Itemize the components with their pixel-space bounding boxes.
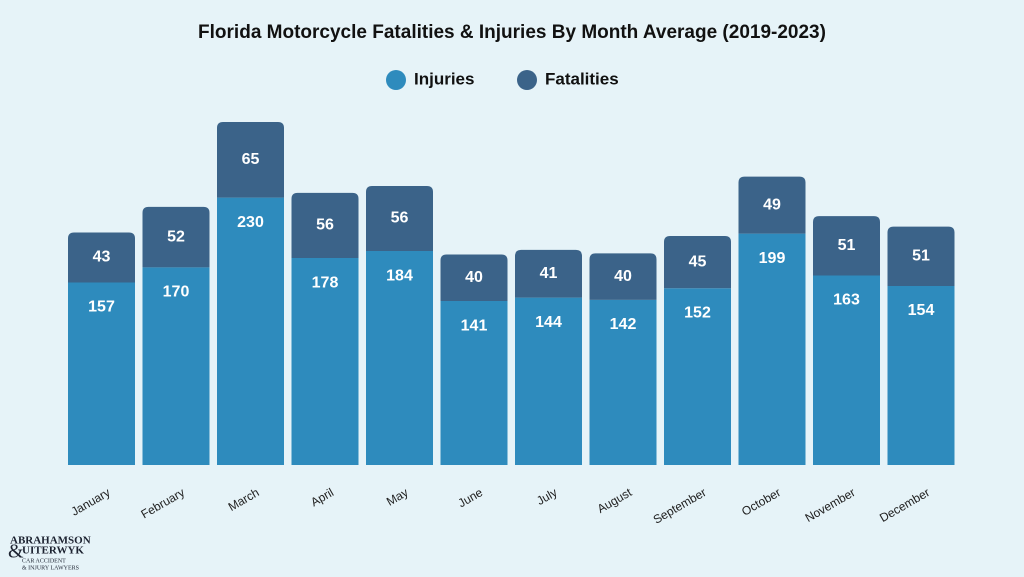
logo-amp: & — [8, 541, 24, 563]
bar-segment — [589, 253, 657, 300]
bar-segment — [68, 282, 135, 465]
bar-segment — [515, 297, 582, 465]
logo-text: ABRAHAMSON — [10, 535, 91, 547]
logo: ABRAHAMSON & UITERWYK CAR ACCIDENT & INJ… — [8, 535, 91, 572]
data-label: 163 — [833, 292, 860, 309]
data-label: 230 — [237, 214, 264, 231]
data-label: 56 — [391, 210, 409, 227]
data-label: 142 — [610, 316, 637, 333]
bar-segment — [291, 192, 359, 259]
data-label: 49 — [763, 196, 781, 213]
data-label: 184 — [386, 267, 413, 284]
logo-text: & INJURY LAWYERS — [22, 565, 79, 571]
data-label: 45 — [689, 253, 707, 270]
data-label: 65 — [242, 151, 260, 168]
bar-segment — [440, 301, 508, 465]
legend-label: Injuries — [414, 69, 474, 88]
data-label: 141 — [461, 317, 488, 334]
legend-swatch — [517, 70, 537, 90]
data-label: 40 — [614, 268, 632, 285]
data-label: 152 — [684, 304, 711, 321]
logo-text: CAR ACCIDENT — [22, 558, 66, 564]
bar-segment — [589, 299, 657, 465]
data-label: 41 — [540, 265, 558, 282]
data-label: 52 — [167, 228, 185, 245]
bar-segment — [738, 233, 806, 465]
chart-title: Florida Motorcycle Fatalities & Injuries… — [198, 22, 826, 43]
bar-segment — [664, 288, 731, 465]
data-label: 199 — [759, 250, 786, 267]
bar-segment — [515, 249, 582, 298]
bar-segment — [366, 251, 433, 465]
data-label: 40 — [465, 269, 483, 286]
legend-swatch — [386, 70, 406, 90]
bar-segment — [813, 275, 880, 465]
bar-segment — [440, 254, 508, 302]
bar-segment — [664, 235, 731, 289]
legend-label: Fatalities — [545, 69, 619, 88]
data-label: 157 — [88, 299, 115, 316]
data-label: 154 — [908, 302, 935, 319]
bar-segment — [217, 197, 284, 465]
data-label: 170 — [163, 284, 190, 301]
bar-segment — [887, 226, 955, 286]
data-label: 56 — [316, 217, 334, 234]
bar-segment — [738, 176, 806, 234]
bar-segment — [887, 285, 955, 465]
data-label: 51 — [838, 237, 856, 254]
bar-segment — [142, 267, 210, 465]
bar-segment — [366, 185, 433, 252]
bar-segment — [217, 122, 284, 198]
bar-segment — [291, 258, 359, 465]
data-label: 43 — [93, 249, 111, 266]
data-label: 178 — [312, 274, 339, 291]
logo-text: UITERWYK — [22, 545, 84, 557]
data-label: 51 — [912, 248, 930, 265]
data-label: 144 — [535, 314, 562, 331]
bar-segment — [68, 232, 135, 283]
bar-segment — [813, 216, 880, 276]
bar-segment — [142, 206, 210, 268]
